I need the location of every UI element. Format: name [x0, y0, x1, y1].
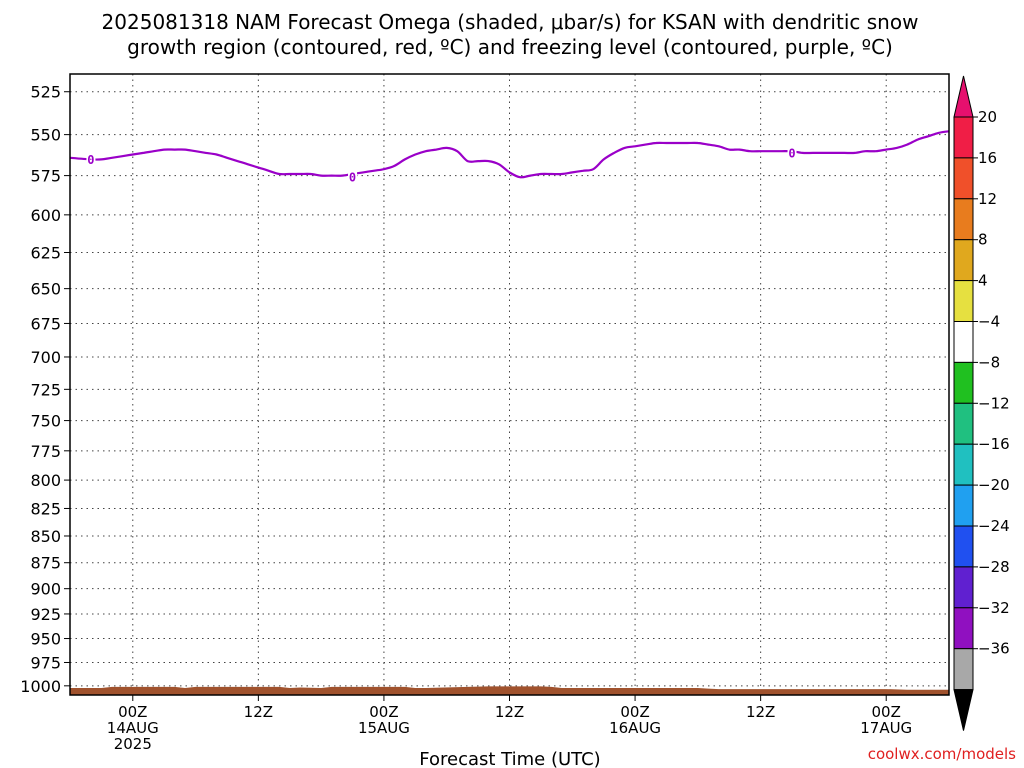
- y-tick-label-850: 850: [30, 527, 61, 546]
- y-tick-label-825: 825: [30, 499, 61, 518]
- colorbar-label-7: −12: [978, 394, 1010, 412]
- colorbar-label-4: 4: [978, 272, 988, 290]
- colorbar-label-9: −20: [978, 476, 1010, 494]
- plot-area: 0 0 0: [69, 73, 950, 696]
- chart-title-line-2: growth region (contoured, red, ºC) and f…: [127, 35, 893, 59]
- contour-label-bg-2: [787, 145, 797, 159]
- y-tick-label-550: 550: [30, 126, 61, 145]
- credit-text: coolwx.com/models: [868, 745, 1016, 763]
- x-tick-label-54-0: 00Z: [620, 703, 649, 721]
- colorbar-bin-3: [953, 239, 974, 282]
- x-tick-label-30-1: 15AUG: [358, 719, 410, 737]
- colorbar-bin-4: [953, 280, 974, 323]
- surface-terrain: [70, 686, 949, 695]
- colorbar-label-2: 12: [978, 190, 997, 208]
- y-tick-label-700: 700: [30, 348, 61, 367]
- x-tick-label-30-0: 00Z: [369, 703, 398, 721]
- y-tick-label-950: 950: [30, 630, 61, 649]
- x-tick-label-78-0: 00Z: [872, 703, 901, 721]
- y-tick-label-600: 600: [30, 206, 61, 225]
- y-tick-label-975: 975: [30, 653, 61, 672]
- chart-title-line-1: 2025081318 NAM Forecast Omega (shaded, μ…: [102, 10, 919, 34]
- x-tick-label-6-1: 14AUG: [107, 719, 159, 737]
- y-tick-label-925: 925: [30, 605, 61, 624]
- colorbar-bin-6: [953, 361, 974, 404]
- y-tick-label-1000: 1000: [20, 677, 61, 696]
- x-tick-label-66-0: 12Z: [746, 703, 775, 721]
- contour-label-bg-0: [86, 152, 96, 166]
- x-axis-label: Forecast Time (UTC): [419, 749, 600, 768]
- colorbar-label-3: 8: [978, 231, 988, 249]
- x-tick-label-18-0: 12Z: [244, 703, 273, 721]
- colorbar-label-6: −8: [978, 353, 1000, 371]
- freezing-level-line-0: [69, 130, 950, 179]
- colorbar-bin-10: [953, 525, 974, 568]
- colorbar: 20 16 12 8 4 −4 −8 −12 −16 −20 −24 −28 −32 −36: [953, 75, 1010, 731]
- colorbar-label-11: −28: [978, 558, 1010, 576]
- y-axis: 525 550 575 600 625 650 675 700 725 750 775 800 825 8…: [20, 83, 70, 696]
- colorbar-bin-8: [953, 443, 974, 486]
- y-tick-label-575: 575: [30, 167, 61, 186]
- y-tick-label-650: 650: [30, 280, 61, 299]
- colorbar-bin-5: [953, 321, 974, 363]
- y-tick-label-775: 775: [30, 442, 61, 461]
- colorbar-label-0: 20: [978, 108, 997, 126]
- colorbar-label-12: −32: [978, 599, 1010, 617]
- x-tick-label-6-0: 00Z: [118, 703, 147, 721]
- chart-title: 2025081318 NAM Forecast Omega (shaded, μ…: [102, 10, 919, 59]
- contour-label-1: 0: [349, 171, 356, 185]
- y-tick-label-525: 525: [30, 83, 61, 102]
- colorbar-bin-0: [953, 116, 974, 159]
- colorbar-arrow-top: [953, 75, 974, 118]
- y-tick-label-900: 900: [30, 580, 61, 599]
- colorbar-bin-11: [953, 566, 974, 609]
- colorbar-label-1: 16: [978, 149, 997, 167]
- y-tick-label-800: 800: [30, 471, 61, 490]
- colorbar-bin-2: [953, 198, 974, 241]
- y-tick-label-875: 875: [30, 554, 61, 573]
- contour-label-bg-1: [348, 170, 358, 184]
- colorbar-bin-7: [953, 402, 974, 445]
- x-tick-label-54-1: 16AUG: [609, 719, 661, 737]
- colorbar-label-10: −24: [978, 517, 1010, 535]
- y-tick-label-675: 675: [30, 314, 61, 333]
- y-tick-label-625: 625: [30, 243, 61, 262]
- x-tick-label-42-0: 12Z: [495, 703, 524, 721]
- x-tick-label-78-1: 17AUG: [860, 719, 912, 737]
- colorbar-bin-9: [953, 484, 974, 527]
- y-tick-label-750: 750: [30, 412, 61, 431]
- y-tick-label-725: 725: [30, 380, 61, 399]
- plot-frame: [69, 73, 950, 696]
- contour-label-2: 0: [788, 146, 795, 160]
- x-tick-label-6-2: 2025: [114, 735, 152, 753]
- colorbar-bin-1: [953, 157, 974, 200]
- colorbar-arrow-bottom: [953, 689, 974, 731]
- colorbar-bin-13: [953, 648, 974, 691]
- contour-label-0: 0: [87, 153, 94, 167]
- colorbar-label-13: −36: [978, 640, 1010, 658]
- colorbar-label-5: −4: [978, 313, 1000, 331]
- colorbar-bin-12: [953, 607, 974, 650]
- colorbar-label-8: −16: [978, 435, 1010, 453]
